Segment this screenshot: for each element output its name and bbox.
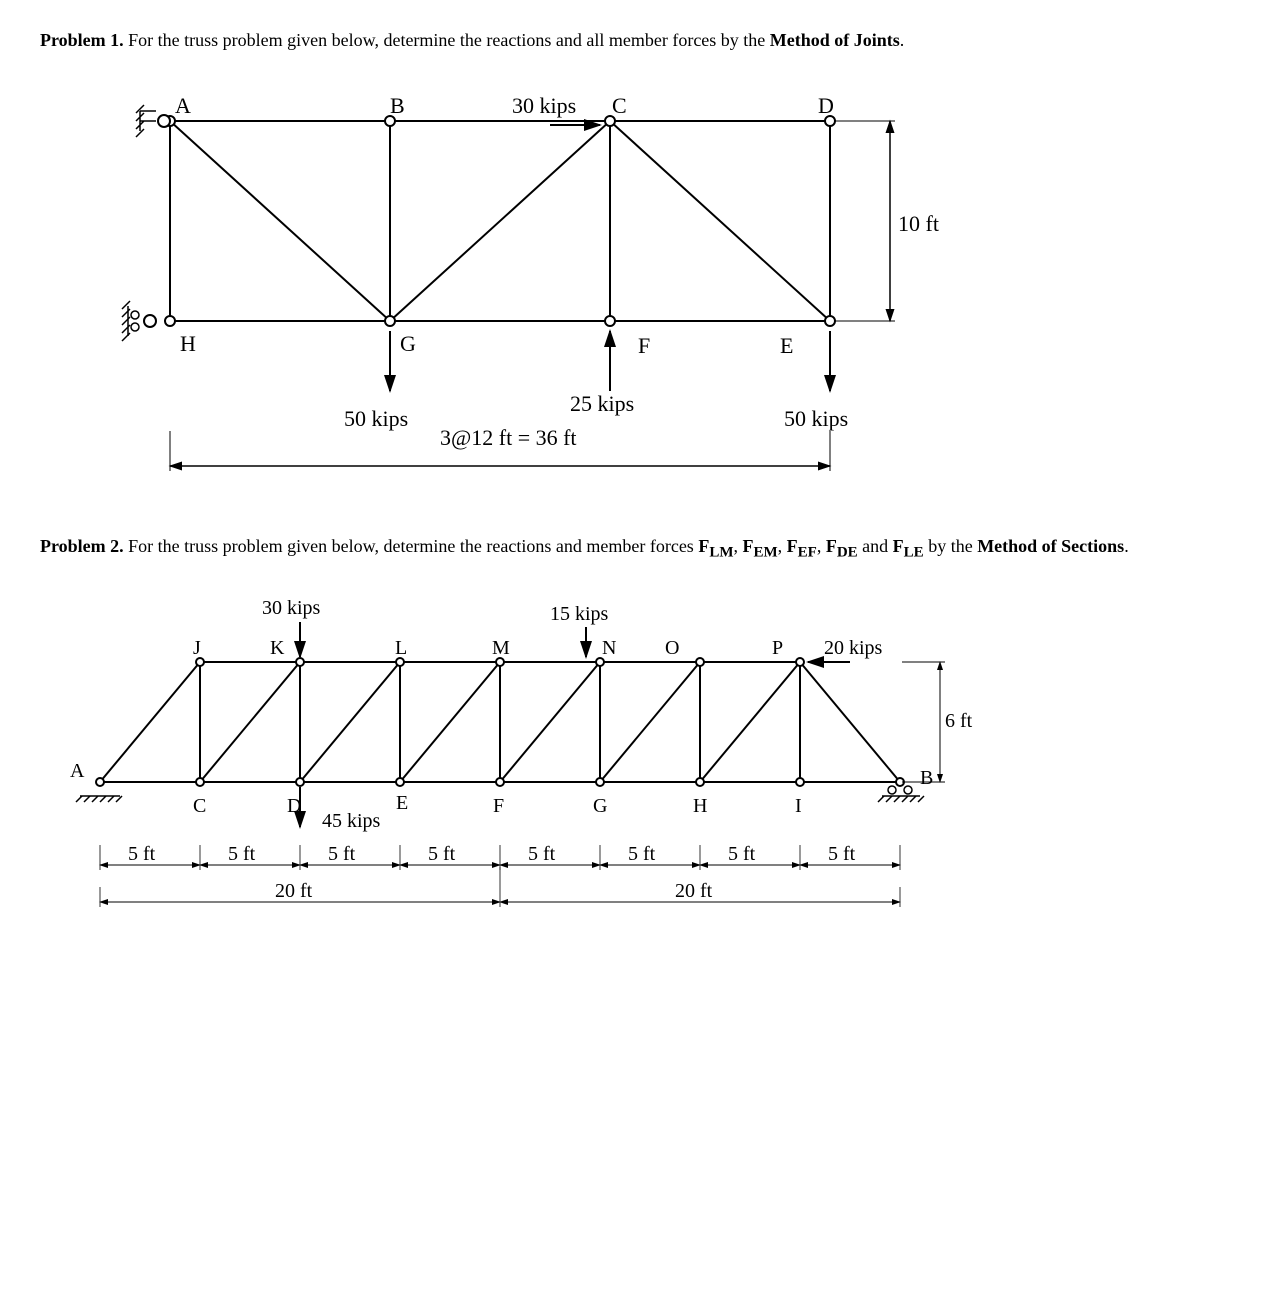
svg-text:B: B — [920, 767, 933, 789]
p1-dim-span: 3@12 ft = 36 ft — [440, 425, 577, 450]
p2-by: by the — [924, 536, 978, 556]
svg-text:E: E — [396, 792, 408, 814]
problem-2-figure: ACDEFGHIBJKLMNOP 30 kips 45 — [40, 582, 1230, 937]
svg-text:C: C — [193, 795, 206, 817]
problem-1: Problem 1. For the truss problem given b… — [40, 30, 1230, 496]
p2-load-D: 45 kips — [322, 810, 381, 832]
svg-text:5 ft: 5 ft — [328, 843, 356, 865]
p2-tail: . — [1124, 536, 1129, 556]
p2-text: For the truss problem given below, deter… — [124, 536, 699, 556]
problem-1-figure: ABCDHGFE 30 kips 5 — [40, 71, 1230, 496]
svg-text:C: C — [612, 93, 627, 118]
svg-text:H: H — [693, 795, 707, 817]
p1-label: Problem 1. — [40, 30, 124, 50]
p2-load-P: 20 kips — [824, 637, 883, 659]
p2-span-right: 20 ft — [675, 880, 713, 902]
p2-members — [100, 662, 900, 782]
svg-text:O: O — [665, 637, 679, 659]
problem-2-heading: Problem 2. For the truss problem given b… — [40, 536, 1230, 562]
svg-text:J: J — [193, 637, 201, 659]
p1-load-F-text: 25 kips — [570, 391, 634, 416]
svg-text:A: A — [70, 760, 85, 782]
p1-members — [170, 121, 830, 321]
svg-text:M: M — [492, 637, 510, 659]
svg-text:5 ft: 5 ft — [228, 843, 256, 865]
svg-text:N: N — [602, 637, 616, 659]
p2-support-A — [76, 796, 122, 802]
p2-support-B — [878, 786, 924, 802]
svg-text:F: F — [638, 333, 650, 358]
p1-load-E-text: 50 kips — [784, 406, 848, 431]
svg-text:F: F — [493, 795, 504, 817]
svg-text:5 ft: 5 ft — [828, 843, 856, 865]
problem-2: Problem 2. For the truss problem given b… — [40, 536, 1230, 937]
svg-text:B: B — [390, 93, 405, 118]
svg-text:A: A — [175, 93, 191, 118]
p1-loads: 30 kips 50 kips 25 kips 50 kips — [344, 93, 848, 431]
svg-text:5 ft: 5 ft — [528, 843, 556, 865]
svg-text:I: I — [795, 795, 802, 817]
svg-text:5 ft: 5 ft — [128, 843, 156, 865]
p1-tail: . — [900, 30, 905, 50]
problem-1-heading: Problem 1. For the truss problem given b… — [40, 30, 1230, 51]
p1-dim-height: 10 ft — [898, 211, 939, 236]
p1-support-A — [136, 105, 170, 137]
svg-text:5 ft: 5 ft — [728, 843, 756, 865]
p2-load-N: 15 kips — [550, 603, 609, 625]
svg-text:5 ft: 5 ft — [628, 843, 656, 865]
svg-text:E: E — [780, 333, 793, 358]
p2-load-K: 30 kips — [262, 597, 321, 619]
svg-text:H: H — [180, 331, 196, 356]
p1-method: Method of Joints — [770, 30, 900, 50]
svg-text:G: G — [593, 795, 607, 817]
p2-dim-height: 6 ft — [945, 710, 973, 732]
svg-text:L: L — [395, 637, 407, 659]
p2-label: Problem 2. — [40, 536, 124, 556]
p1-labels: A B C D H G F E — [175, 93, 834, 358]
p2-span-left: 20 ft — [275, 880, 313, 902]
p1-text: For the truss problem given below, deter… — [124, 30, 770, 50]
p1-load-C-text: 30 kips — [512, 93, 576, 118]
p1-support-H — [122, 301, 156, 341]
p2-dims: 6 ft 5 ft 5 ft 5 ft 5 ft 5 ft 5 ft 5 ft 5 ft 20… — [100, 662, 973, 907]
svg-text:P: P — [772, 637, 783, 659]
p2-method: Method of Sections — [977, 536, 1124, 556]
svg-text:G: G — [400, 331, 416, 356]
p1-load-G-text: 50 kips — [344, 406, 408, 431]
svg-text:K: K — [270, 637, 285, 659]
svg-text:D: D — [818, 93, 834, 118]
p2-forces-list: FLM, FEM, FEF, FDE and FLE — [698, 536, 923, 556]
svg-text:5 ft: 5 ft — [428, 843, 456, 865]
